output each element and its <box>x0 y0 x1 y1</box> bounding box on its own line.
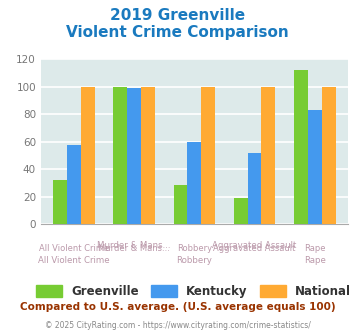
Text: Rape: Rape <box>304 256 326 265</box>
Text: Robbery: Robbery <box>177 244 212 253</box>
Text: All Violent Crime: All Violent Crime <box>38 256 110 265</box>
Text: Robbery: Robbery <box>176 256 212 265</box>
Text: Rape: Rape <box>304 244 326 253</box>
Text: Murder & Mans...: Murder & Mans... <box>97 241 171 250</box>
Bar <box>187 142 201 224</box>
Bar <box>81 87 95 224</box>
Bar <box>234 198 248 224</box>
Bar <box>294 70 308 224</box>
Bar <box>308 110 322 224</box>
Legend: Greenville, Kentucky, National: Greenville, Kentucky, National <box>31 280 355 303</box>
Text: Compared to U.S. average. (U.S. average equals 100): Compared to U.S. average. (U.S. average … <box>20 302 335 312</box>
Bar <box>262 87 275 224</box>
Text: Violent Crime Comparison: Violent Crime Comparison <box>66 25 289 40</box>
Bar <box>248 153 262 224</box>
Bar <box>127 88 141 224</box>
Text: Murder & Mans...: Murder & Mans... <box>98 244 170 253</box>
Text: 2019 Greenville: 2019 Greenville <box>110 8 245 23</box>
Bar <box>322 87 335 224</box>
Bar <box>141 87 155 224</box>
Text: © 2025 CityRating.com - https://www.cityrating.com/crime-statistics/: © 2025 CityRating.com - https://www.city… <box>45 321 310 330</box>
Text: Aggravated Assault: Aggravated Assault <box>212 241 297 250</box>
Text: Aggravated Assault: Aggravated Assault <box>213 244 296 253</box>
Bar <box>201 87 215 224</box>
Text: All Violent Crime: All Violent Crime <box>39 244 109 253</box>
Bar <box>67 145 81 224</box>
Bar <box>113 87 127 224</box>
Bar <box>53 181 67 224</box>
Bar <box>174 184 187 224</box>
